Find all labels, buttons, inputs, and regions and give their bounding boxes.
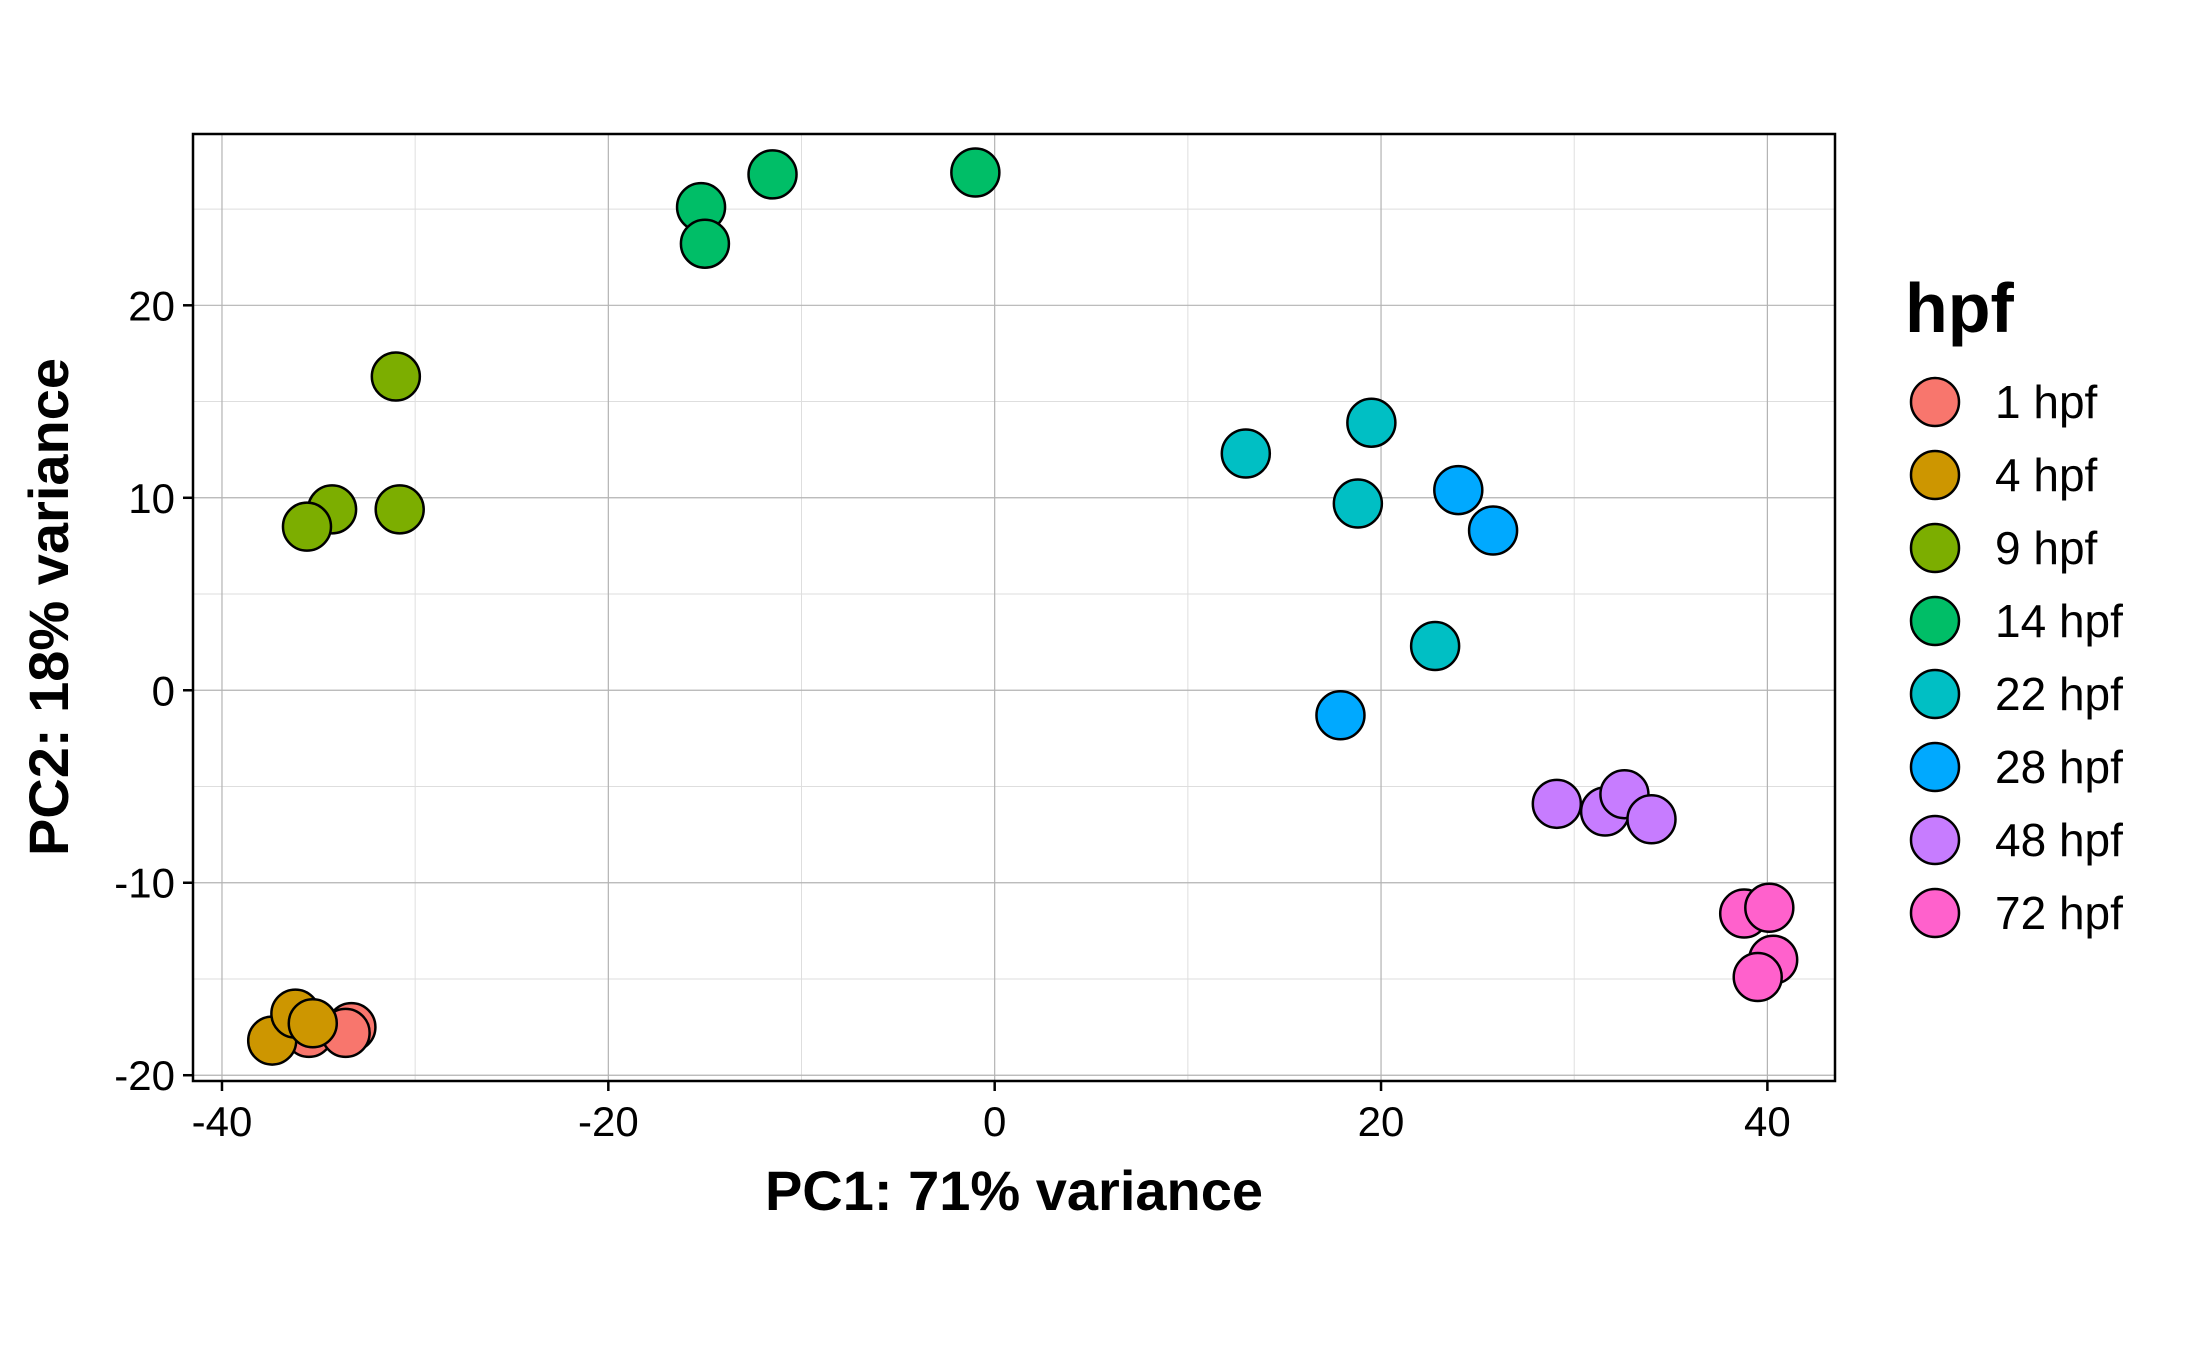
axes: -40 -20 0 20 40 -20 -10 0 10 20 <box>114 282 1790 1145</box>
data-point <box>1744 882 1795 934</box>
data-point <box>1433 464 1484 516</box>
y-tick-label: 0 <box>152 667 175 714</box>
data-point <box>1626 793 1677 845</box>
y-axis-title: PC2: 18% variance <box>17 358 80 856</box>
data-point <box>1409 620 1461 672</box>
legend-label: 72 hpf <box>1995 887 2123 939</box>
y-tick-label: -20 <box>114 1052 175 1099</box>
data-point <box>287 998 339 1049</box>
data-point <box>1220 428 1272 479</box>
legend-label: 28 hpf <box>1995 741 2123 793</box>
legend-label: 9 hpf <box>1995 522 2098 574</box>
x-axis-title: PC1: 71% variance <box>765 1159 1263 1222</box>
data-points <box>246 147 1799 1066</box>
legend: hpf 1 hpf 4 hpf 9 hpf 14 hpf 22 hpf 28 hpf 48 … <box>1905 269 2123 939</box>
legend-label: 14 hpf <box>1995 595 2123 647</box>
legend-title: hpf <box>1905 269 2015 347</box>
legend-key <box>1909 887 1961 939</box>
legend-key <box>1909 668 1961 720</box>
data-point <box>747 149 798 200</box>
x-tick-label: -20 <box>578 1098 639 1145</box>
data-point <box>1531 778 1583 830</box>
x-tick-label: -40 <box>192 1098 253 1145</box>
legend-key <box>1909 376 1961 428</box>
data-point <box>1346 397 1397 448</box>
data-point <box>1467 505 1519 556</box>
data-point <box>950 147 1001 198</box>
data-point <box>374 484 425 535</box>
legend-key <box>1909 522 1961 574</box>
plot-panel-border <box>191 132 1837 1083</box>
data-point <box>370 351 422 402</box>
legend-label: 48 hpf <box>1995 814 2123 866</box>
legend-key <box>1909 449 1961 501</box>
data-point <box>1332 478 1384 529</box>
legend-key <box>1909 741 1961 793</box>
data-point <box>1315 690 1366 741</box>
x-tick-label: 0 <box>983 1098 1006 1145</box>
y-tick-label: -10 <box>114 860 175 907</box>
y-tick-label: 20 <box>128 282 175 329</box>
legend-label: 1 hpf <box>1995 376 2098 428</box>
legend-label: 4 hpf <box>1995 449 2098 501</box>
legend-key <box>1909 814 1961 866</box>
data-point <box>1732 951 1783 1003</box>
legend-label: 22 hpf <box>1995 668 2123 720</box>
x-tick-label: 20 <box>1358 1098 1405 1145</box>
data-point <box>281 501 333 552</box>
legend-key <box>1909 595 1961 647</box>
data-point <box>679 218 731 269</box>
y-tick-label: 10 <box>128 475 175 522</box>
x-tick-label: 40 <box>1744 1098 1791 1145</box>
